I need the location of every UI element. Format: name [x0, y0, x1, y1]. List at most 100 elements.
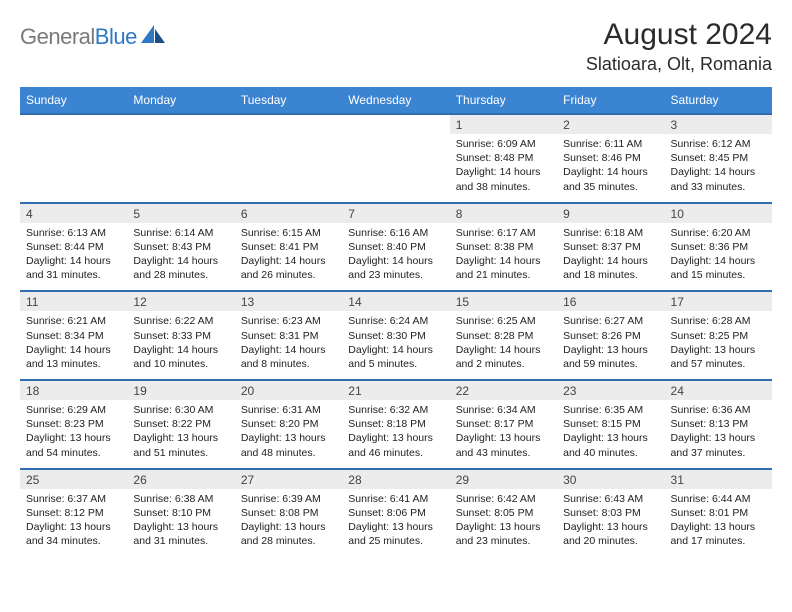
- sunrise-text: Sunrise: 6:32 AM: [348, 403, 443, 417]
- day-number-cell: 5: [127, 203, 234, 223]
- day-detail-cell: Sunrise: 6:15 AMSunset: 8:41 PMDaylight:…: [235, 223, 342, 292]
- day-detail-cell: Sunrise: 6:36 AMSunset: 8:13 PMDaylight:…: [665, 400, 772, 469]
- weekday-header: Sunday: [20, 87, 127, 114]
- sunrise-text: Sunrise: 6:22 AM: [133, 314, 228, 328]
- daylight-text: Daylight: 14 hours and 23 minutes.: [348, 254, 443, 282]
- sunset-text: Sunset: 8:30 PM: [348, 329, 443, 343]
- day-detail-row: Sunrise: 6:13 AMSunset: 8:44 PMDaylight:…: [20, 223, 772, 292]
- day-detail-cell: Sunrise: 6:39 AMSunset: 8:08 PMDaylight:…: [235, 489, 342, 557]
- sunset-text: Sunset: 8:25 PM: [671, 329, 766, 343]
- sunset-text: Sunset: 8:05 PM: [456, 506, 551, 520]
- sunset-text: Sunset: 8:37 PM: [563, 240, 658, 254]
- month-title: August 2024: [586, 18, 772, 52]
- daylight-text: Daylight: 13 hours and 46 minutes.: [348, 431, 443, 459]
- day-detail-cell: Sunrise: 6:31 AMSunset: 8:20 PMDaylight:…: [235, 400, 342, 469]
- daylight-text: Daylight: 13 hours and 28 minutes.: [241, 520, 336, 548]
- sunrise-text: Sunrise: 6:37 AM: [26, 492, 121, 506]
- sunset-text: Sunset: 8:34 PM: [26, 329, 121, 343]
- daylight-text: Daylight: 13 hours and 34 minutes.: [26, 520, 121, 548]
- day-detail-cell: Sunrise: 6:22 AMSunset: 8:33 PMDaylight:…: [127, 311, 234, 380]
- sunrise-text: Sunrise: 6:41 AM: [348, 492, 443, 506]
- sunset-text: Sunset: 8:06 PM: [348, 506, 443, 520]
- day-detail-cell: Sunrise: 6:14 AMSunset: 8:43 PMDaylight:…: [127, 223, 234, 292]
- sunrise-text: Sunrise: 6:38 AM: [133, 492, 228, 506]
- daylight-text: Daylight: 13 hours and 17 minutes.: [671, 520, 766, 548]
- day-detail-cell: [342, 134, 449, 203]
- daylight-text: Daylight: 13 hours and 37 minutes.: [671, 431, 766, 459]
- sunset-text: Sunset: 8:45 PM: [671, 151, 766, 165]
- location: Slatioara, Olt, Romania: [586, 54, 772, 75]
- day-number-cell: 17: [665, 291, 772, 311]
- sunrise-text: Sunrise: 6:36 AM: [671, 403, 766, 417]
- day-number-cell: 1: [450, 114, 557, 134]
- calendar-table: Sunday Monday Tuesday Wednesday Thursday…: [20, 87, 772, 556]
- day-number-cell: 24: [665, 380, 772, 400]
- day-number-cell: 9: [557, 203, 664, 223]
- day-number-cell: 14: [342, 291, 449, 311]
- day-detail-row: Sunrise: 6:29 AMSunset: 8:23 PMDaylight:…: [20, 400, 772, 469]
- sunset-text: Sunset: 8:26 PM: [563, 329, 658, 343]
- sunrise-text: Sunrise: 6:31 AM: [241, 403, 336, 417]
- daylight-text: Daylight: 13 hours and 31 minutes.: [133, 520, 228, 548]
- daylight-text: Daylight: 14 hours and 18 minutes.: [563, 254, 658, 282]
- day-number-cell: 8: [450, 203, 557, 223]
- day-number-cell: 29: [450, 469, 557, 489]
- sunset-text: Sunset: 8:20 PM: [241, 417, 336, 431]
- day-number-cell: 3: [665, 114, 772, 134]
- day-number-cell: 2: [557, 114, 664, 134]
- sunrise-text: Sunrise: 6:23 AM: [241, 314, 336, 328]
- day-detail-cell: Sunrise: 6:38 AMSunset: 8:10 PMDaylight:…: [127, 489, 234, 557]
- sunrise-text: Sunrise: 6:13 AM: [26, 226, 121, 240]
- sunrise-text: Sunrise: 6:16 AM: [348, 226, 443, 240]
- sunset-text: Sunset: 8:01 PM: [671, 506, 766, 520]
- day-detail-cell: Sunrise: 6:16 AMSunset: 8:40 PMDaylight:…: [342, 223, 449, 292]
- sunset-text: Sunset: 8:43 PM: [133, 240, 228, 254]
- sunrise-text: Sunrise: 6:09 AM: [456, 137, 551, 151]
- daylight-text: Daylight: 13 hours and 25 minutes.: [348, 520, 443, 548]
- day-detail-row: Sunrise: 6:21 AMSunset: 8:34 PMDaylight:…: [20, 311, 772, 380]
- daylight-text: Daylight: 13 hours and 40 minutes.: [563, 431, 658, 459]
- day-detail-cell: Sunrise: 6:12 AMSunset: 8:45 PMDaylight:…: [665, 134, 772, 203]
- title-block: August 2024 Slatioara, Olt, Romania: [586, 18, 772, 75]
- sunset-text: Sunset: 8:31 PM: [241, 329, 336, 343]
- day-detail-row: Sunrise: 6:37 AMSunset: 8:12 PMDaylight:…: [20, 489, 772, 557]
- day-number-cell: 28: [342, 469, 449, 489]
- day-detail-cell: Sunrise: 6:23 AMSunset: 8:31 PMDaylight:…: [235, 311, 342, 380]
- day-number-row: 11121314151617: [20, 291, 772, 311]
- day-detail-cell: Sunrise: 6:44 AMSunset: 8:01 PMDaylight:…: [665, 489, 772, 557]
- day-detail-cell: Sunrise: 6:09 AMSunset: 8:48 PMDaylight:…: [450, 134, 557, 203]
- daylight-text: Daylight: 14 hours and 13 minutes.: [26, 343, 121, 371]
- day-detail-cell: Sunrise: 6:42 AMSunset: 8:05 PMDaylight:…: [450, 489, 557, 557]
- day-number-row: 123: [20, 114, 772, 134]
- day-number-cell: [235, 114, 342, 134]
- day-number-cell: 22: [450, 380, 557, 400]
- day-number-cell: 30: [557, 469, 664, 489]
- day-detail-cell: Sunrise: 6:29 AMSunset: 8:23 PMDaylight:…: [20, 400, 127, 469]
- sunset-text: Sunset: 8:38 PM: [456, 240, 551, 254]
- daylight-text: Daylight: 14 hours and 21 minutes.: [456, 254, 551, 282]
- sunrise-text: Sunrise: 6:39 AM: [241, 492, 336, 506]
- day-number-cell: 4: [20, 203, 127, 223]
- daylight-text: Daylight: 14 hours and 35 minutes.: [563, 165, 658, 193]
- sunrise-text: Sunrise: 6:18 AM: [563, 226, 658, 240]
- day-number-cell: 18: [20, 380, 127, 400]
- header: GeneralBlue August 2024 Slatioara, Olt, …: [20, 18, 772, 75]
- sunrise-text: Sunrise: 6:34 AM: [456, 403, 551, 417]
- sunset-text: Sunset: 8:46 PM: [563, 151, 658, 165]
- daylight-text: Daylight: 13 hours and 48 minutes.: [241, 431, 336, 459]
- day-number-cell: 13: [235, 291, 342, 311]
- day-detail-cell: Sunrise: 6:32 AMSunset: 8:18 PMDaylight:…: [342, 400, 449, 469]
- sunset-text: Sunset: 8:10 PM: [133, 506, 228, 520]
- day-number-row: 45678910: [20, 203, 772, 223]
- sunrise-text: Sunrise: 6:11 AM: [563, 137, 658, 151]
- day-detail-cell: Sunrise: 6:21 AMSunset: 8:34 PMDaylight:…: [20, 311, 127, 380]
- day-number-row: 25262728293031: [20, 469, 772, 489]
- daylight-text: Daylight: 14 hours and 15 minutes.: [671, 254, 766, 282]
- sunset-text: Sunset: 8:22 PM: [133, 417, 228, 431]
- sunset-text: Sunset: 8:08 PM: [241, 506, 336, 520]
- day-detail-cell: [127, 134, 234, 203]
- sunset-text: Sunset: 8:17 PM: [456, 417, 551, 431]
- sunrise-text: Sunrise: 6:35 AM: [563, 403, 658, 417]
- day-number-cell: 11: [20, 291, 127, 311]
- daylight-text: Daylight: 14 hours and 38 minutes.: [456, 165, 551, 193]
